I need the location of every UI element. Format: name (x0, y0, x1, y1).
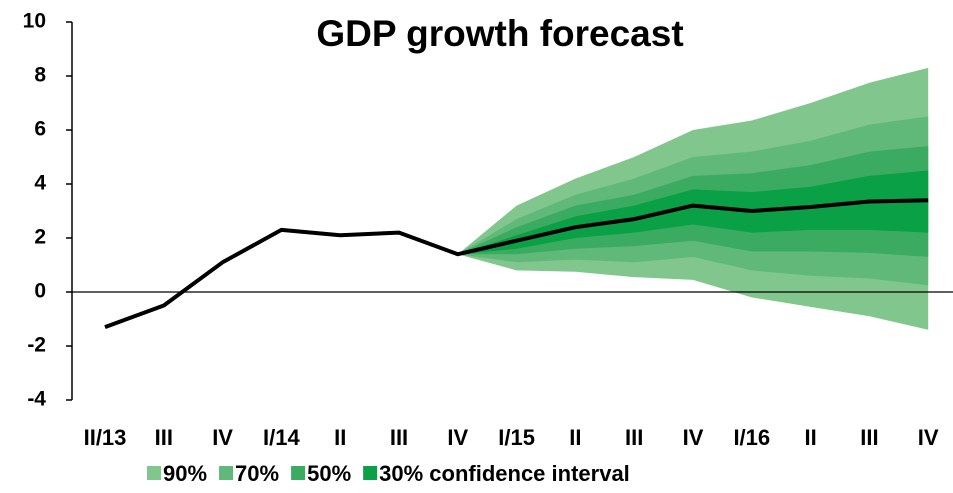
y-tick-label: 6 (34, 118, 46, 141)
x-tick-label: III (625, 425, 643, 450)
y-tick-label: 4 (34, 172, 46, 195)
x-tick-label: I/15 (498, 425, 535, 450)
x-tick-label: II/13 (84, 425, 127, 450)
y-tick-label: -4 (27, 388, 46, 411)
y-tick-label: -2 (27, 334, 46, 357)
legend-swatch (291, 466, 306, 480)
chart-title: GDP growth forecast (316, 13, 683, 54)
legend-swatch (147, 466, 161, 480)
x-tick-label: II (804, 425, 816, 450)
x-tick-label: I/14 (263, 425, 300, 450)
x-tick-label: III (860, 425, 878, 450)
x-tick-label: IV (447, 425, 468, 450)
y-tick-label: 2 (34, 226, 46, 249)
legend-swatch (219, 466, 234, 480)
legend-swatch (363, 466, 378, 480)
y-tick-label: 10 (23, 10, 46, 33)
fan-band (457, 170, 929, 255)
x-tick-label: IV (683, 425, 704, 450)
x-tick-label: III (390, 425, 408, 450)
legend-label: 70% (235, 461, 279, 486)
x-tick-label: II (334, 425, 346, 450)
x-tick-label: IV (918, 425, 939, 450)
y-tick-label: 0 (34, 280, 46, 303)
legend-label: 30% confidence interval (379, 461, 630, 486)
x-tick-label: II (569, 425, 581, 450)
legend-label: 90% (163, 461, 207, 486)
forecast-line (104, 198, 929, 329)
y-tick-label: 8 (34, 64, 46, 87)
x-tick-label: IV (212, 425, 233, 450)
legend-label: 50% (307, 461, 351, 486)
x-tick-label: I/16 (733, 425, 770, 450)
x-tick-label: III (155, 425, 173, 450)
